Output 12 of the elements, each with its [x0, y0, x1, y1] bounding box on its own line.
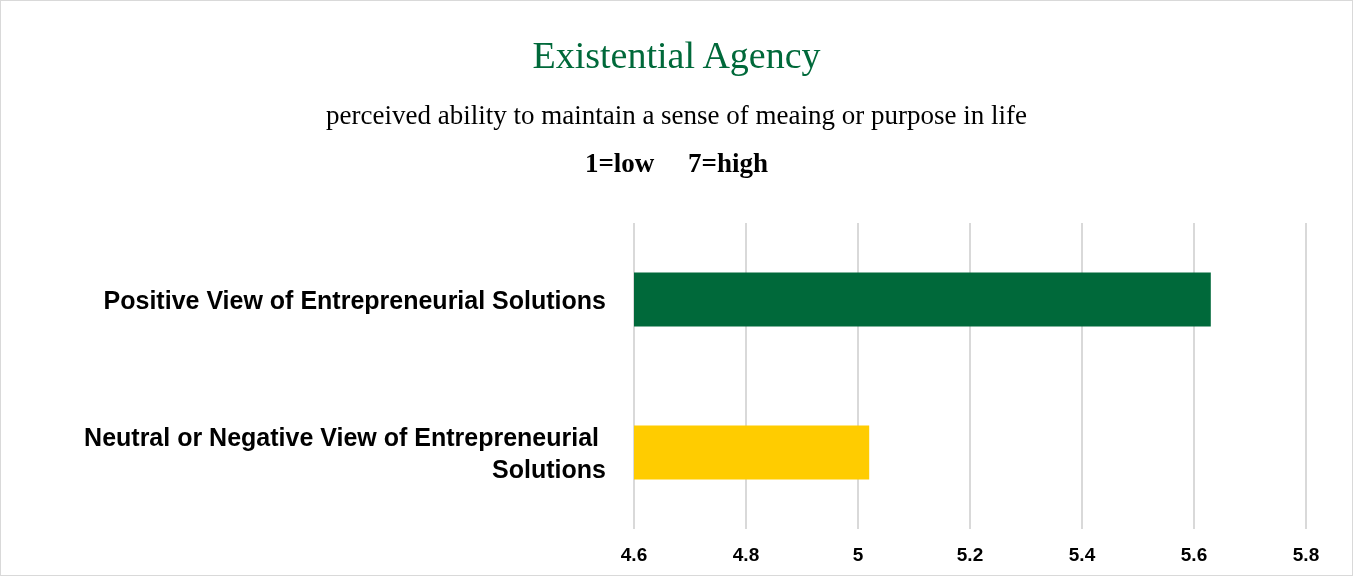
x-tick-label: 4.8 — [732, 544, 760, 565]
x-tick-label: 5.8 — [1292, 544, 1320, 565]
x-tick-label: 5.2 — [956, 544, 984, 565]
y-tick-label: Neutral or Negative View of Entrepreneurial Solutions — [84, 422, 606, 483]
x-tick-label: 5.6 — [1180, 544, 1208, 565]
x-tick-label: 5 — [852, 544, 864, 565]
chart-subtitle: perceived ability to maintain a sense of meaing or purpose in life — [325, 99, 1028, 130]
y-tick-label: Positive View of Entrepreneurial Solutions — [103, 285, 606, 314]
x-tick-label: 4.6 — [620, 544, 648, 565]
x-tick-label: 5.4 — [1068, 544, 1096, 565]
chart-title: Existential Agency — [532, 34, 821, 76]
text: 1=low 7=high — [584, 147, 769, 178]
